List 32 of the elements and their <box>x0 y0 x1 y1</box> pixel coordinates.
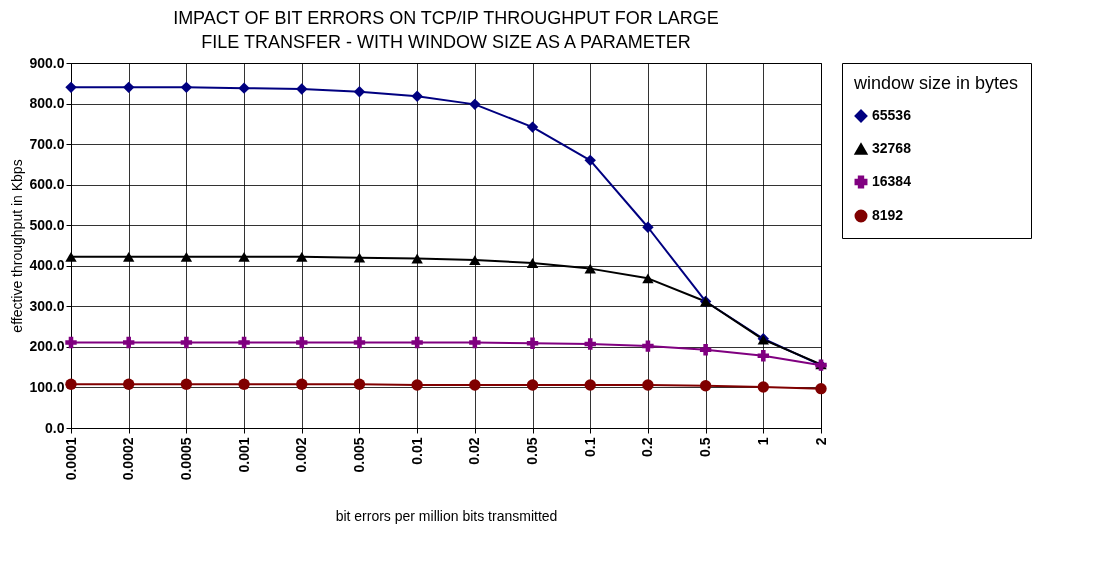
legend-label: 32768 <box>872 140 912 156</box>
y-tick-label: 100.0 <box>29 378 65 395</box>
x-tick-label: 2 <box>812 437 829 446</box>
x-tick-label: 0.001 <box>235 437 252 473</box>
y-tick-label: 400.0 <box>29 257 65 274</box>
legend-title: window size in bytes <box>853 73 1019 93</box>
y-tick-label: 300.0 <box>29 297 65 314</box>
y-tick-label: 0.0 <box>45 419 65 436</box>
x-tick-label: 0.005 <box>350 437 367 473</box>
chart-title: IMPACT OF BIT ERRORS ON TCP/IP THROUGHPUT FOR LARGE FILE TRANSFER - WITH WINDOW SIZE AS A PARAMETER <box>173 8 719 52</box>
y-tick-label: 700.0 <box>29 135 65 152</box>
y-tick-label: 800.0 <box>29 95 65 112</box>
y-tick-label: 600.0 <box>29 176 65 193</box>
x-axis-title: bit errors per million bits transmitted <box>335 508 558 525</box>
x-tick-label: 0.002 <box>293 437 310 473</box>
x-tick-label: 0.5 <box>697 437 714 457</box>
legend-label: 65536 <box>872 107 912 123</box>
x-tick-label: 0.0002 <box>120 437 137 481</box>
x-tick-label: 0.02 <box>466 437 483 465</box>
x-tick-label: 0.1 <box>581 437 598 457</box>
x-tick-label: 0.01 <box>408 437 425 465</box>
legend-label: 8192 <box>872 207 904 223</box>
legend-label: 16384 <box>872 173 912 189</box>
x-tick-label: 0.0001 <box>62 437 79 481</box>
x-tick-label: 0.05 <box>524 437 541 465</box>
y-tick-label: 500.0 <box>29 216 65 233</box>
y-tick-label: 200.0 <box>29 338 65 355</box>
x-tick-label: 1 <box>754 437 771 446</box>
x-tick-label: 0.0005 <box>177 437 194 481</box>
y-axis-title: effective throughput in Kbps <box>9 159 26 333</box>
y-tick-label: 900.0 <box>29 54 65 71</box>
x-tick-label: 0.2 <box>639 437 656 457</box>
